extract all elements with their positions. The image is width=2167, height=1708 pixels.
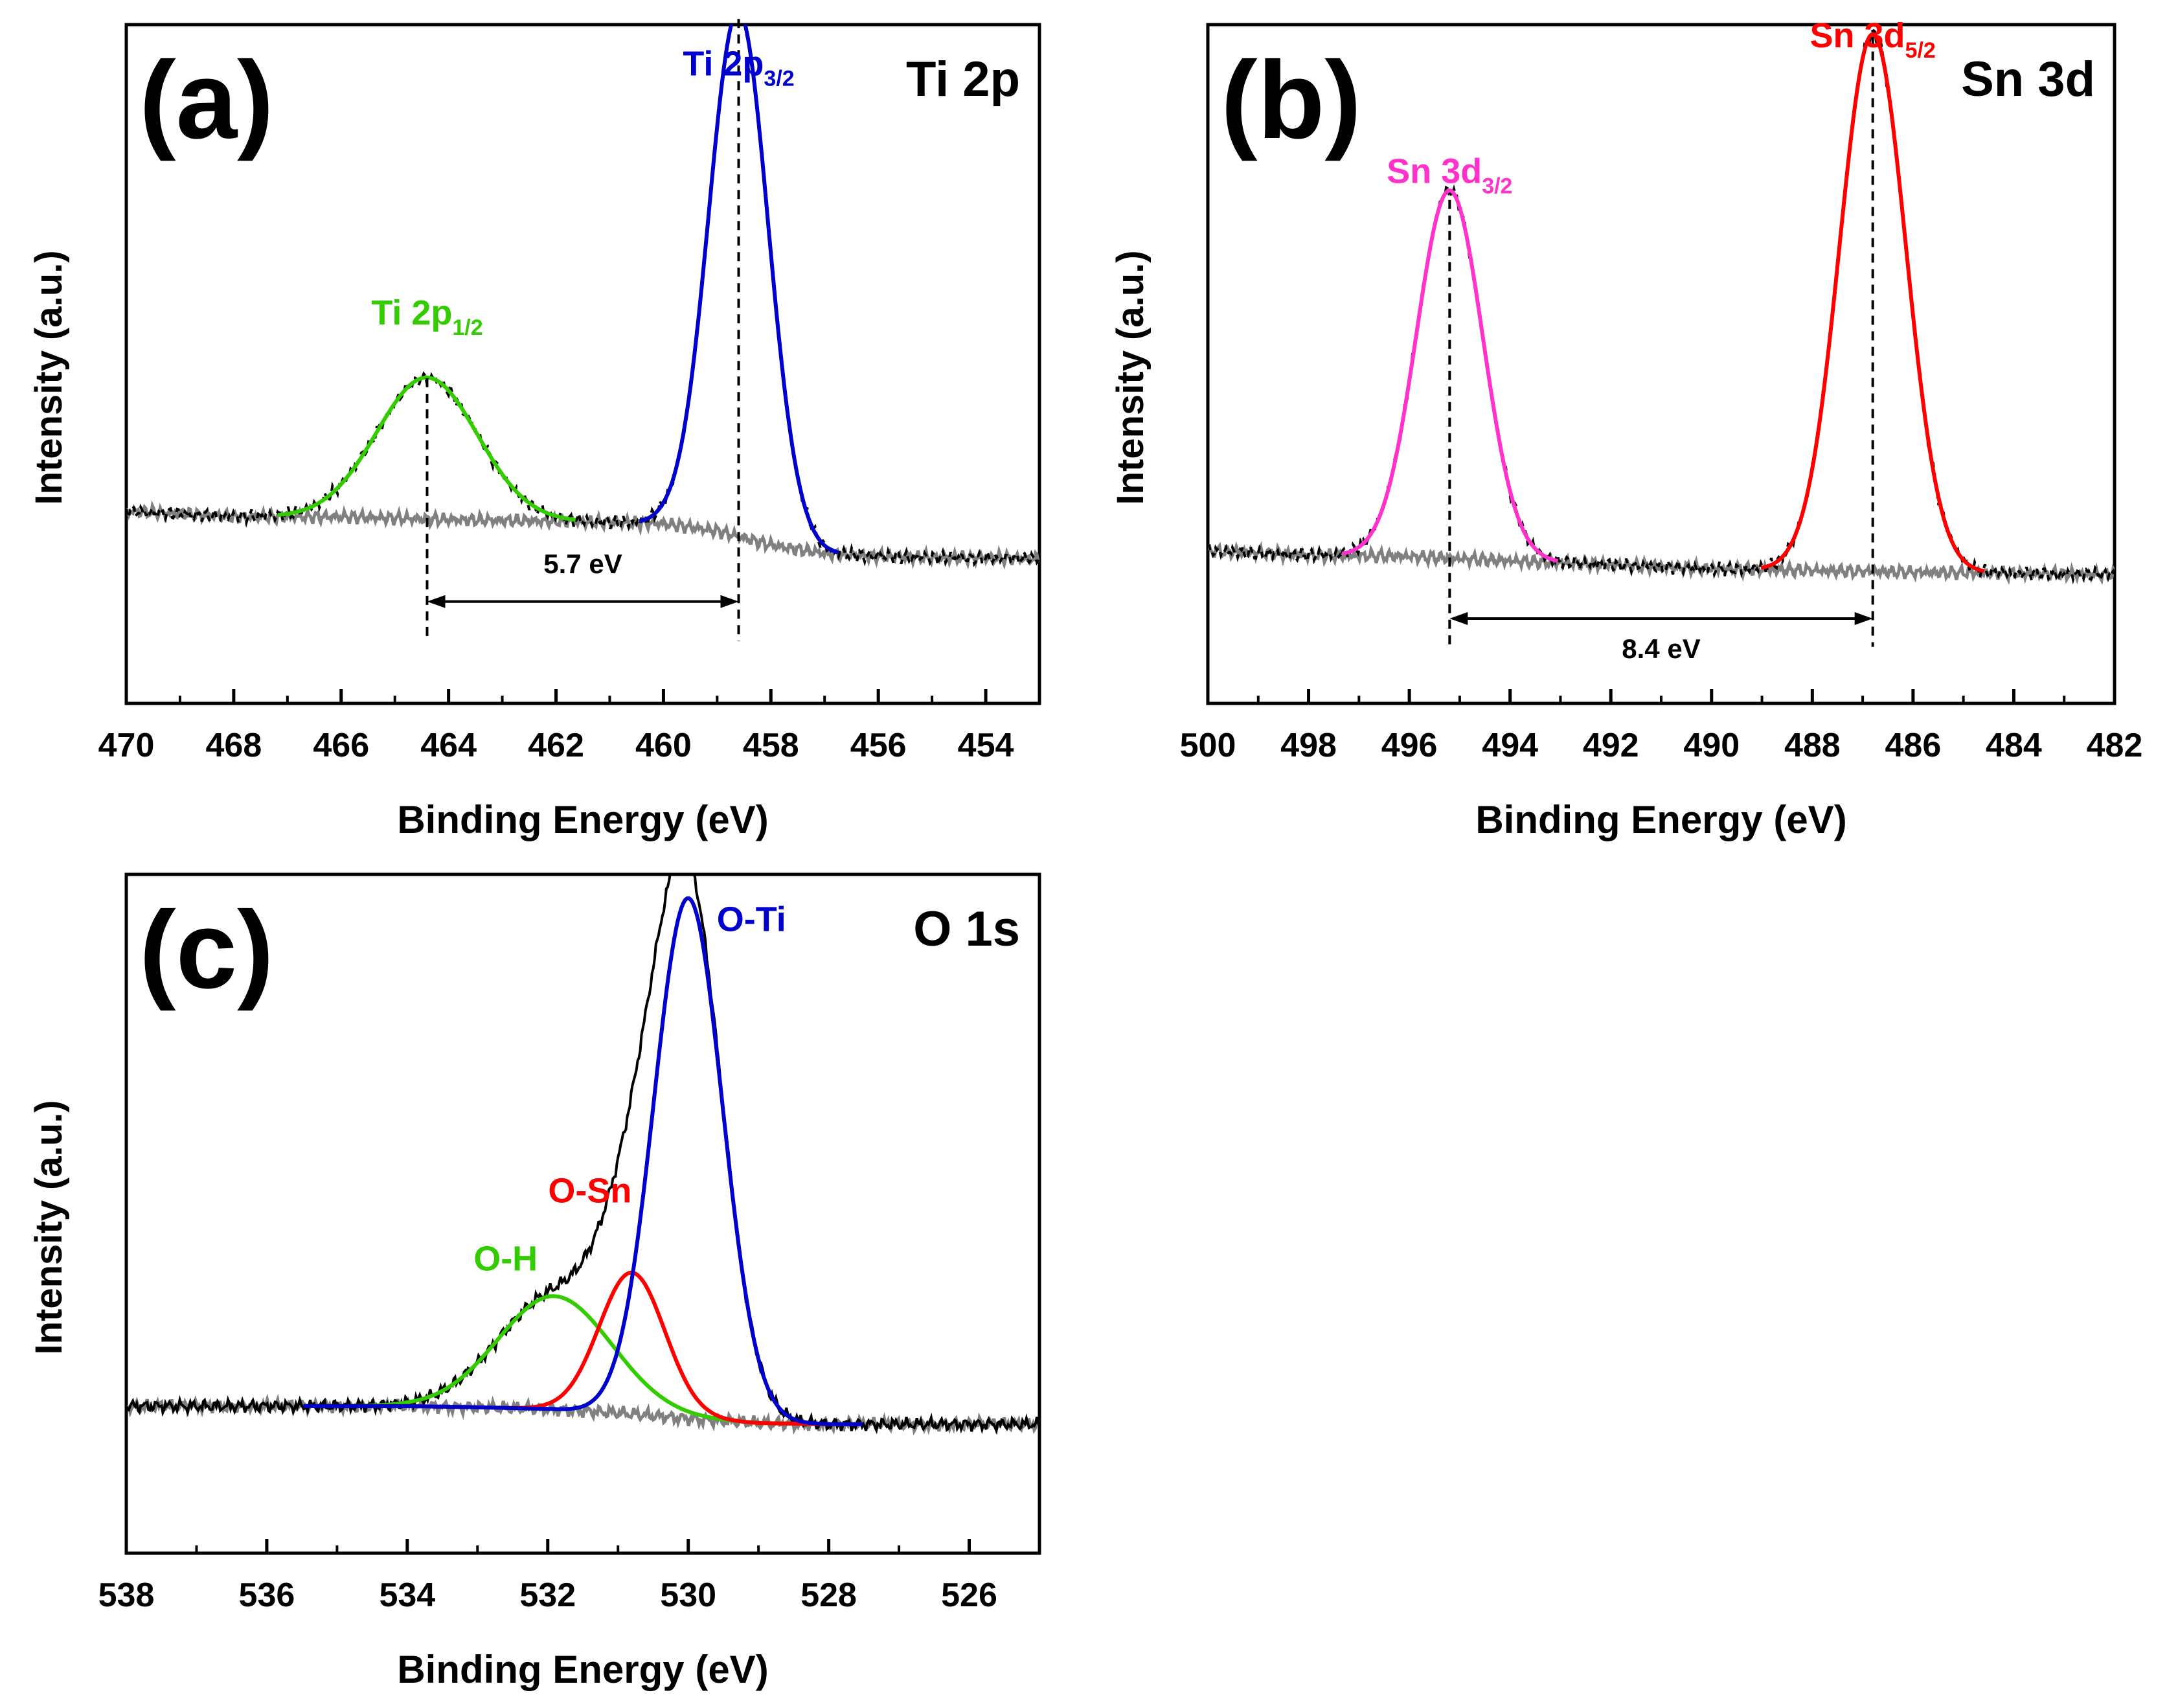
x-tick-label: 500 <box>1180 727 1236 764</box>
x-tick-label: 458 <box>743 727 799 764</box>
y-axis-label: Intensity (a.u.) <box>1109 250 1152 505</box>
fit-peak-sn-3d5-2 <box>1760 32 1985 573</box>
fit-peak-sn-3d3-2 <box>1341 188 1559 564</box>
x-tick-label: 456 <box>850 727 907 764</box>
x-tick-label: 470 <box>98 727 155 764</box>
x-tick-label: 532 <box>519 1577 576 1614</box>
separation-arrowhead-left <box>1449 612 1468 625</box>
panel-title: Ti 2p <box>906 52 1020 107</box>
x-tick-label: 528 <box>800 1577 857 1614</box>
x-tick-label: 484 <box>1986 727 2042 764</box>
plot-area <box>126 874 1039 1436</box>
plot-area <box>126 25 1039 570</box>
x-axis-label: Binding Energy (eV) <box>397 798 768 841</box>
x-axis-label: Binding Energy (eV) <box>397 1648 768 1691</box>
separation-label: 5.7 eV <box>543 549 622 579</box>
y-axis-label: Intensity (a.u.) <box>28 250 70 505</box>
panel-label: (b) <box>1221 39 1361 162</box>
plot-frame <box>124 872 1041 1555</box>
x-tick-label: 464 <box>420 727 477 764</box>
peak-label: Ti 2p3/2 <box>683 45 794 91</box>
raw-data-line <box>126 874 1039 1435</box>
x-axis-label: Binding Energy (eV) <box>1475 798 1846 841</box>
x-tick-label: 468 <box>205 727 262 764</box>
x-tick-label: 460 <box>635 727 692 764</box>
plot-frame <box>124 23 1041 705</box>
fit-peak-ti-2p3-2 <box>639 25 839 554</box>
background-line <box>1208 541 2115 586</box>
x-tick-label: 486 <box>1885 727 1942 764</box>
peak-label: Sn 3d5/2 <box>1810 16 1936 63</box>
peak-label: Ti 2p1/2 <box>371 293 482 340</box>
x-tick-label: 530 <box>660 1577 716 1614</box>
chart-panel: 538 536 534 532 530 528 526 Binding Energy (eV)… <box>28 872 1041 1691</box>
peak-label: O-Sn <box>548 1172 631 1211</box>
separation-arrowhead-right <box>720 595 739 608</box>
panel-title: O 1s <box>913 902 1020 957</box>
x-tick-label: 490 <box>1683 727 1740 764</box>
separation-label: 8.4 eV <box>1622 633 1700 664</box>
panel-title: Sn 3d <box>1961 52 2095 107</box>
x-tick-label: 538 <box>98 1577 155 1614</box>
x-tick-label: 462 <box>528 727 584 764</box>
x-tick-label: 526 <box>941 1577 997 1614</box>
x-tick-label: 534 <box>379 1577 435 1614</box>
chart-panel: 470 468 466 464 462 460 458 456 454 Binding Energ… <box>28 19 1041 841</box>
x-tick-label: 498 <box>1280 727 1337 764</box>
panel-label: (a) <box>139 39 274 162</box>
x-tick-label: 496 <box>1381 727 1438 764</box>
fit-peak-ti-2p1-2 <box>277 376 576 522</box>
plot-area <box>1208 28 2115 586</box>
peak-label: O-Ti <box>717 900 786 939</box>
separation-arrowhead-right <box>1854 612 1873 625</box>
x-tick-label: 482 <box>2087 727 2143 764</box>
x-tick-label: 492 <box>1583 727 1639 764</box>
x-tick-label: 494 <box>1482 727 1538 764</box>
chart-panel: 500 498 496 494 492 490 488 486 484 482 Binding En… <box>1109 16 2142 841</box>
x-tick-label: 454 <box>958 727 1014 764</box>
separation-arrowhead-left <box>427 595 446 608</box>
panel-label: (c) <box>139 889 274 1012</box>
fit-peak-o-ti <box>303 896 863 1426</box>
x-tick-label: 536 <box>239 1577 295 1614</box>
y-axis-label: Intensity (a.u.) <box>28 1100 70 1354</box>
x-tick-label: 466 <box>313 727 369 764</box>
peak-label: O-H <box>473 1239 538 1278</box>
peak-label: Sn 3d3/2 <box>1387 152 1512 199</box>
x-tick-label: 488 <box>1784 727 1841 764</box>
